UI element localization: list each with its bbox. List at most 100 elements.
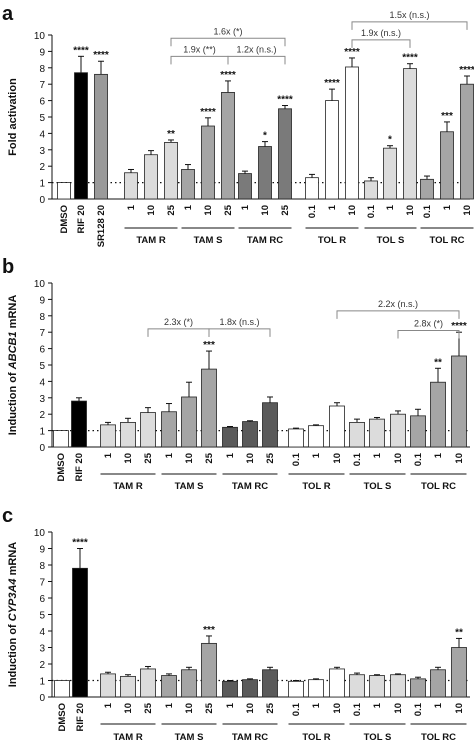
significance-label: *	[388, 135, 392, 146]
y-axis-label-part: CYP3A4	[7, 578, 19, 621]
x-tick-label: 25	[143, 452, 154, 463]
y-tick-label: 2	[39, 410, 45, 421]
group-label: TOL R	[302, 481, 330, 492]
y-tick-label: 8	[39, 312, 45, 323]
y-tick-label: 3	[39, 394, 45, 405]
x-tick-label: 1	[240, 204, 251, 210]
y-tick-label: 7	[39, 578, 45, 589]
y-tick-label: 2	[39, 660, 45, 671]
bar	[460, 83, 474, 200]
y-tick-label: 1	[39, 427, 45, 438]
x-tick-label: 10	[462, 205, 473, 216]
significance-label: ***	[203, 340, 215, 351]
comparison-label: 2.2x (n.s.)	[378, 299, 418, 309]
y-tick-label: 1	[39, 179, 45, 190]
bar	[451, 355, 467, 448]
bar	[221, 92, 235, 200]
chart-panel-b: b 0 1 2 3 4 5 6 7 8 9 10 Induction of ABCB1 mRNA DMSO…	[2, 256, 470, 492]
y-tick-label: 5	[39, 361, 45, 372]
x-tick-label: 0.1	[413, 702, 424, 716]
y-tick-label: 4	[39, 129, 45, 140]
bar	[140, 412, 156, 448]
x-tick-label: SR128 20	[96, 205, 107, 247]
bar	[390, 674, 406, 698]
x-tick-label: 1	[311, 452, 322, 458]
bar	[262, 402, 278, 448]
bar	[238, 173, 252, 200]
bar	[349, 674, 365, 698]
x-tick-label: 10	[260, 205, 271, 216]
x-tick-label: 1	[327, 204, 338, 210]
group-label: TAM RC	[232, 481, 268, 492]
x-tick-label: 10	[123, 453, 134, 464]
significance-label: ****	[402, 53, 418, 64]
significance-label: ****	[72, 538, 88, 549]
bar	[120, 675, 136, 698]
x-tick-label: 10	[245, 703, 256, 714]
bar	[349, 421, 365, 448]
comparison-bracket	[351, 39, 411, 48]
bar	[329, 405, 345, 448]
bar	[308, 679, 324, 698]
y-tick-label: 9	[39, 295, 45, 306]
significance-label: ****	[459, 65, 474, 76]
comparison-bracket	[170, 55, 229, 65]
panel-letter: b	[2, 256, 14, 278]
group-label: TOL RC	[429, 235, 464, 246]
comparison-bracket	[351, 21, 468, 30]
y-tick-label: 10	[34, 279, 46, 290]
x-tick-label: 25	[204, 452, 215, 463]
bar	[383, 147, 397, 200]
x-tick-label: 1	[433, 702, 444, 708]
bar	[305, 177, 319, 200]
bar	[201, 642, 217, 698]
x-tick-label: 25	[166, 204, 177, 215]
x-tick-label: 10	[184, 703, 195, 714]
y-tick-label: 2	[39, 162, 45, 173]
x-tick-label: 10	[203, 205, 214, 216]
x-tick-label: 1	[103, 702, 114, 708]
x-tick-label: 10	[332, 453, 343, 464]
bar	[329, 668, 345, 698]
x-tick-label: 10	[146, 205, 157, 216]
group-label: TAM RC	[247, 235, 283, 246]
bar	[181, 396, 197, 448]
bar	[222, 426, 238, 448]
group-label: TOL R	[318, 235, 346, 246]
x-tick-label: 25	[280, 204, 291, 215]
y-tick-label: 3	[39, 146, 45, 157]
significance-label: ****	[220, 70, 236, 81]
y-axis-label-part: mRNA	[7, 295, 19, 332]
x-tick-label: 1	[183, 204, 194, 210]
x-tick-label: 0.1	[352, 452, 363, 466]
x-tick-label: 1	[311, 702, 322, 708]
significance-label: ****	[451, 321, 467, 332]
bar	[242, 421, 258, 448]
x-tick-label: 10	[184, 453, 195, 464]
x-tick-label: 0.1	[307, 204, 318, 218]
significance-label: ****	[344, 47, 360, 58]
bar	[94, 73, 108, 200]
bar	[124, 172, 138, 200]
x-tick-label: 1	[385, 204, 396, 210]
bar	[262, 669, 278, 698]
bar	[144, 154, 158, 200]
group-label: TOL S	[377, 235, 405, 246]
x-tick-label: 1	[225, 702, 236, 708]
y-tick-label: 10	[34, 528, 46, 539]
bar	[181, 169, 195, 200]
x-tick-label: 0.1	[352, 702, 363, 716]
x-tick-label: 10	[454, 453, 465, 464]
x-tick-label: 0.1	[291, 702, 302, 716]
bar	[161, 675, 177, 698]
y-axis-label: Induction of CYP3A4 mRNA	[7, 542, 19, 688]
bar	[403, 68, 417, 200]
group-label: TOL RC	[421, 481, 456, 492]
x-tick-label: 25	[204, 702, 215, 713]
significance-label: **	[434, 357, 442, 368]
y-axis-label-part: ABCB1	[7, 331, 19, 370]
bar	[100, 673, 116, 698]
bar	[242, 679, 258, 698]
comparison-bracket	[208, 328, 271, 337]
